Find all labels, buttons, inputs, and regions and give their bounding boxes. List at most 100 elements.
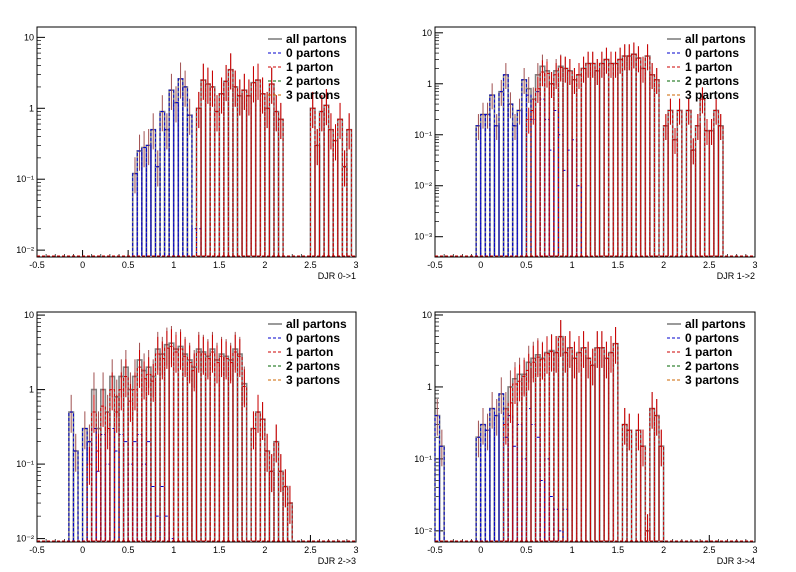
hist-bin (571, 357, 578, 541)
series-p0 (434, 393, 569, 541)
y-tick-label: 1 (427, 79, 432, 89)
plot-frame (434, 26, 756, 258)
x-axis-label: DJR 0->1 (318, 271, 356, 281)
hist-bin (717, 124, 724, 256)
legend-label-p2: 2 partons (286, 74, 340, 88)
hist-bin (544, 72, 550, 256)
y-tick-label: 1 (427, 382, 432, 392)
hist-bin (82, 428, 88, 541)
hist-bin (626, 429, 633, 541)
x-tick-label: 3 (353, 260, 358, 270)
x-tick-label: 3 (752, 260, 757, 270)
hist-bin (544, 353, 550, 541)
series-p1 (525, 42, 724, 256)
x-tick-label: 1 (570, 545, 575, 555)
x-tick-label: 1.5 (612, 545, 625, 555)
legend-label-all: all partons (286, 32, 347, 46)
hist-bin (439, 445, 445, 541)
legend-label-p0: 0 partons (685, 46, 739, 60)
hist-bin (68, 411, 74, 541)
x-tick-label: 3 (752, 545, 757, 555)
x-tick-label: 2.5 (304, 545, 317, 555)
hist-bin (612, 343, 619, 541)
legend-label-all: all partons (685, 317, 746, 331)
x-tick-label: 1 (171, 545, 176, 555)
hist-bin (186, 114, 193, 256)
series-p1 (86, 329, 293, 541)
legend-label-p3: 3 partons (286, 88, 340, 102)
x-tick-label: 1.5 (213, 260, 226, 270)
hist-bin (489, 408, 495, 541)
hist-bin (599, 62, 605, 256)
x-tick-label: -0.5 (29, 545, 45, 555)
hist-bin (132, 441, 138, 541)
hist-bin (196, 107, 202, 256)
hist-bin (104, 428, 111, 541)
hist-bin (612, 342, 619, 541)
x-tick-label: 1 (570, 260, 575, 270)
hist-bin (585, 62, 591, 256)
x-tick-label: -0.5 (29, 260, 45, 270)
hist-bin (168, 89, 175, 256)
legend-label-p2: 2 partons (685, 74, 739, 88)
x-axis-label: DJR 3->4 (717, 556, 755, 566)
x-tick-label: 0 (80, 545, 85, 555)
y-tick-label: 1 (29, 385, 34, 395)
hist-bin (512, 125, 518, 256)
x-tick-label: 1.5 (612, 260, 625, 270)
hist-bin (309, 107, 316, 256)
hist-bin (223, 358, 229, 541)
x-tick-label: 2 (661, 545, 666, 555)
hist-bin (608, 62, 614, 256)
hist-bin (580, 67, 587, 256)
x-tick-label: 2 (262, 260, 267, 270)
series-p1 (503, 320, 665, 542)
y-tick-label: 10⁻³ (414, 232, 432, 242)
hist-bin (653, 78, 660, 256)
legend-label-p3: 3 partons (685, 373, 739, 387)
legend-label-p1: 1 parton (685, 60, 732, 74)
panel-1: -0.5 0 0.5 1 1.5 2 2.5 3 10⁻² 10⁻¹ 1 10 DJR 0->1 all … (16, 26, 359, 281)
hist-bin (145, 441, 152, 541)
y-tick-label: 1 (29, 103, 34, 113)
x-tick-label: 1.5 (213, 545, 226, 555)
hist-bin (141, 378, 147, 541)
hist-bin (277, 118, 284, 256)
hist-bin (640, 67, 646, 256)
x-tick-label: 0 (478, 260, 483, 270)
x-tick-label: 0.5 (122, 545, 135, 555)
hist-bin (475, 125, 482, 256)
legend-label-all: all partons (685, 32, 746, 46)
hist-bin (603, 357, 610, 541)
x-tick-label: 2 (661, 260, 666, 270)
y-tick-label: 10 (24, 32, 34, 42)
x-tick-label: 0 (478, 545, 483, 555)
hist-bin (498, 393, 505, 541)
x-tick-label: -0.5 (427, 260, 443, 270)
hist-bin (241, 382, 248, 541)
series-p1 (196, 53, 352, 256)
legend-label-p2: 2 partons (685, 359, 739, 373)
x-tick-label: -0.5 (427, 545, 443, 555)
legend-label-p1: 1 parton (685, 345, 732, 359)
x-tick-label: 2 (262, 545, 267, 555)
hist-bin (512, 383, 518, 541)
plot-frame (36, 26, 357, 258)
x-tick-label: 0 (80, 260, 85, 270)
x-tick-label: 2.5 (304, 260, 317, 270)
hist-bin (200, 79, 207, 256)
legend-label-p0: 0 partons (685, 331, 739, 345)
panel-3: -0.5 0 0.5 1 1.5 2 2.5 3 10⁻² 10⁻¹ 1 10 DJR 2->3 all … (16, 310, 358, 566)
legend-label-p0: 0 partons (286, 46, 340, 60)
y-tick-label: 10⁻¹ (16, 174, 34, 184)
x-axis-label: DJR 2->3 (318, 556, 356, 566)
x-axis-label: DJR 1->2 (717, 271, 755, 281)
panel-2: -0.5 0 0.5 1 1.5 2 2.5 3 10⁻³ 10⁻² 10⁻¹ 1 10 DJR 1->2… (414, 26, 758, 281)
x-tick-label: 1 (171, 260, 176, 270)
hist-bin (177, 78, 184, 256)
hist-bin (585, 357, 591, 541)
